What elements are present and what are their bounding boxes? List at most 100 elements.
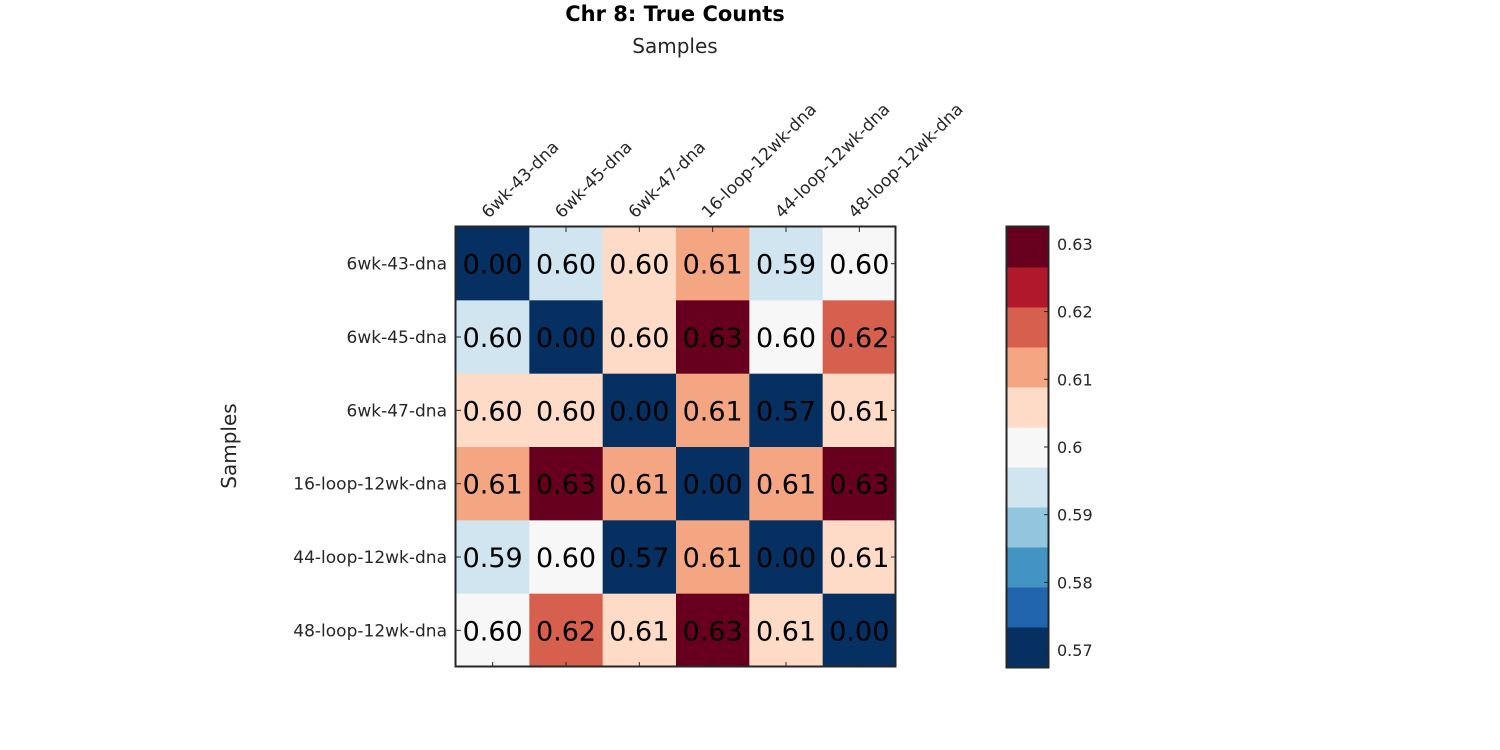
heatmap-cell bbox=[602, 593, 677, 668]
cell-value-label: 0.63 bbox=[536, 470, 596, 501]
colorbar-tick-label: 0.59 bbox=[1057, 506, 1093, 525]
cell-value-label: 0.61 bbox=[829, 396, 889, 427]
heatmap-cell bbox=[602, 447, 677, 521]
cell-value-label: 0.00 bbox=[756, 543, 816, 574]
heatmap-cell bbox=[749, 593, 824, 668]
cell-value-label: 0.61 bbox=[756, 616, 816, 647]
colorbar-tick-label: 0.57 bbox=[1057, 641, 1093, 660]
cell-value-label: 0.63 bbox=[683, 323, 743, 354]
heatmap-cell bbox=[822, 373, 897, 448]
cell-value-label: 0.62 bbox=[536, 616, 596, 647]
colorbar-tick-label: 0.6 bbox=[1057, 438, 1082, 457]
y-tick-label: 44-loop-12wk-dna bbox=[293, 548, 447, 568]
cell-value-label: 0.59 bbox=[463, 543, 523, 574]
cell-value-label: 0.61 bbox=[829, 543, 889, 574]
cell-value-label: 0.00 bbox=[536, 323, 596, 354]
cell-value-label: 0.61 bbox=[609, 470, 669, 501]
heatmap-cell bbox=[749, 300, 824, 375]
cell-value-label: 0.57 bbox=[756, 396, 816, 427]
colorbar-tick-label: 0.63 bbox=[1057, 235, 1093, 254]
cell-value-label: 0.61 bbox=[463, 470, 523, 501]
heatmap-cell bbox=[456, 593, 530, 668]
heatmap-cell bbox=[749, 520, 824, 595]
heatmap-cell bbox=[676, 300, 750, 375]
heatmap-cell bbox=[676, 447, 750, 521]
heatmap-cell bbox=[749, 227, 824, 301]
heatmap-cell bbox=[529, 520, 604, 595]
cell-value-label: 0.60 bbox=[536, 543, 596, 574]
heatmap-cell bbox=[529, 593, 604, 668]
colorbar-band bbox=[1007, 347, 1048, 388]
cell-value-label: 0.61 bbox=[683, 250, 743, 281]
y-tick-label: 6wk-47-dna bbox=[347, 401, 447, 421]
y-tick-label: 6wk-43-dna bbox=[347, 255, 447, 275]
cell-value-label: 0.00 bbox=[463, 250, 523, 281]
heatmap-cell bbox=[822, 593, 897, 668]
cell-value-label: 0.60 bbox=[609, 323, 669, 354]
heatmap-cell bbox=[456, 520, 530, 595]
y-tick-label: 6wk-45-dna bbox=[347, 328, 447, 348]
cell-value-label: 0.61 bbox=[756, 470, 816, 501]
chart-title: Chr 8: True Counts bbox=[565, 2, 785, 26]
heatmap-cell bbox=[602, 373, 677, 448]
colorbar-band bbox=[1007, 587, 1048, 628]
cell-value-label: 0.00 bbox=[683, 470, 743, 501]
heatmap-cell bbox=[676, 227, 750, 301]
cell-value-label: 0.60 bbox=[536, 250, 596, 281]
cell-value-label: 0.60 bbox=[829, 250, 889, 281]
heatmap-cell bbox=[529, 373, 604, 448]
heatmap-cell bbox=[822, 520, 897, 595]
y-tick-label: 16-loop-12wk-dna bbox=[293, 475, 447, 495]
cell-value-label: 0.57 bbox=[609, 543, 669, 574]
cell-value-label: 0.60 bbox=[536, 396, 596, 427]
cell-value-label: 0.00 bbox=[609, 396, 669, 427]
heatmap-cell bbox=[676, 520, 750, 595]
heatmap-cell bbox=[676, 593, 750, 668]
heatmap-cell bbox=[529, 447, 604, 521]
x-tick-label: 6wk-47-dna bbox=[625, 137, 710, 222]
heatmap-cell bbox=[602, 300, 677, 375]
cell-value-label: 0.60 bbox=[463, 323, 523, 354]
heatmap-cell bbox=[602, 520, 677, 595]
colorbar-band bbox=[1007, 507, 1048, 548]
x-tick-label: 6wk-43-dna bbox=[478, 137, 563, 222]
y-axis-label: Samples bbox=[217, 403, 241, 488]
y-tick-label: 48-loop-12wk-dna bbox=[293, 621, 447, 641]
cell-value-label: 0.59 bbox=[756, 250, 816, 281]
heatmap-cell bbox=[749, 373, 824, 448]
colorbar-band bbox=[1007, 547, 1048, 588]
heatmap-cell bbox=[456, 227, 530, 301]
plot-frame bbox=[454, 225, 897, 668]
cell-value-label: 0.60 bbox=[463, 396, 523, 427]
colorbar-frame bbox=[1005, 225, 1050, 669]
heatmap-cell bbox=[456, 300, 530, 375]
colorbar-band bbox=[1007, 427, 1048, 468]
cell-value-label: 0.62 bbox=[829, 323, 889, 354]
colorbar-band bbox=[1007, 267, 1048, 308]
colorbar-band bbox=[1007, 387, 1048, 428]
cell-value-label: 0.61 bbox=[609, 616, 669, 647]
heatmap-cell bbox=[822, 227, 897, 301]
cell-value-label: 0.60 bbox=[756, 323, 816, 354]
cell-value-label: 0.61 bbox=[683, 543, 743, 574]
heatmap-cell bbox=[749, 447, 824, 521]
cell-value-label: 0.61 bbox=[683, 396, 743, 427]
colorbar-band bbox=[1007, 467, 1048, 508]
heatmap-cell bbox=[676, 373, 750, 448]
x-tick-label: 6wk-45-dna bbox=[551, 137, 636, 222]
colorbar-band bbox=[1007, 227, 1048, 268]
colorbar-tick-label: 0.58 bbox=[1057, 573, 1093, 592]
colorbar-tick-label: 0.61 bbox=[1057, 370, 1093, 389]
cell-value-label: 0.60 bbox=[463, 616, 523, 647]
cell-value-label: 0.63 bbox=[683, 616, 743, 647]
colorbar-band bbox=[1007, 307, 1048, 348]
cell-value-label: 0.60 bbox=[609, 250, 669, 281]
heatmap-cell bbox=[822, 300, 897, 375]
heatmap-cell bbox=[529, 227, 604, 301]
colorbar-tick-label: 0.62 bbox=[1057, 303, 1093, 322]
heatmap-cell bbox=[456, 447, 530, 521]
cell-value-label: 0.63 bbox=[829, 470, 889, 501]
heatmap-cell bbox=[456, 373, 530, 448]
x-axis-label: Samples bbox=[632, 34, 717, 58]
